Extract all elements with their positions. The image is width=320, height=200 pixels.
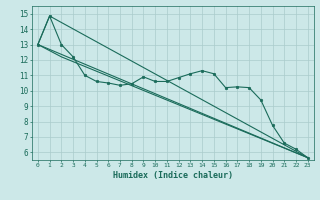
X-axis label: Humidex (Indice chaleur): Humidex (Indice chaleur) [113, 171, 233, 180]
